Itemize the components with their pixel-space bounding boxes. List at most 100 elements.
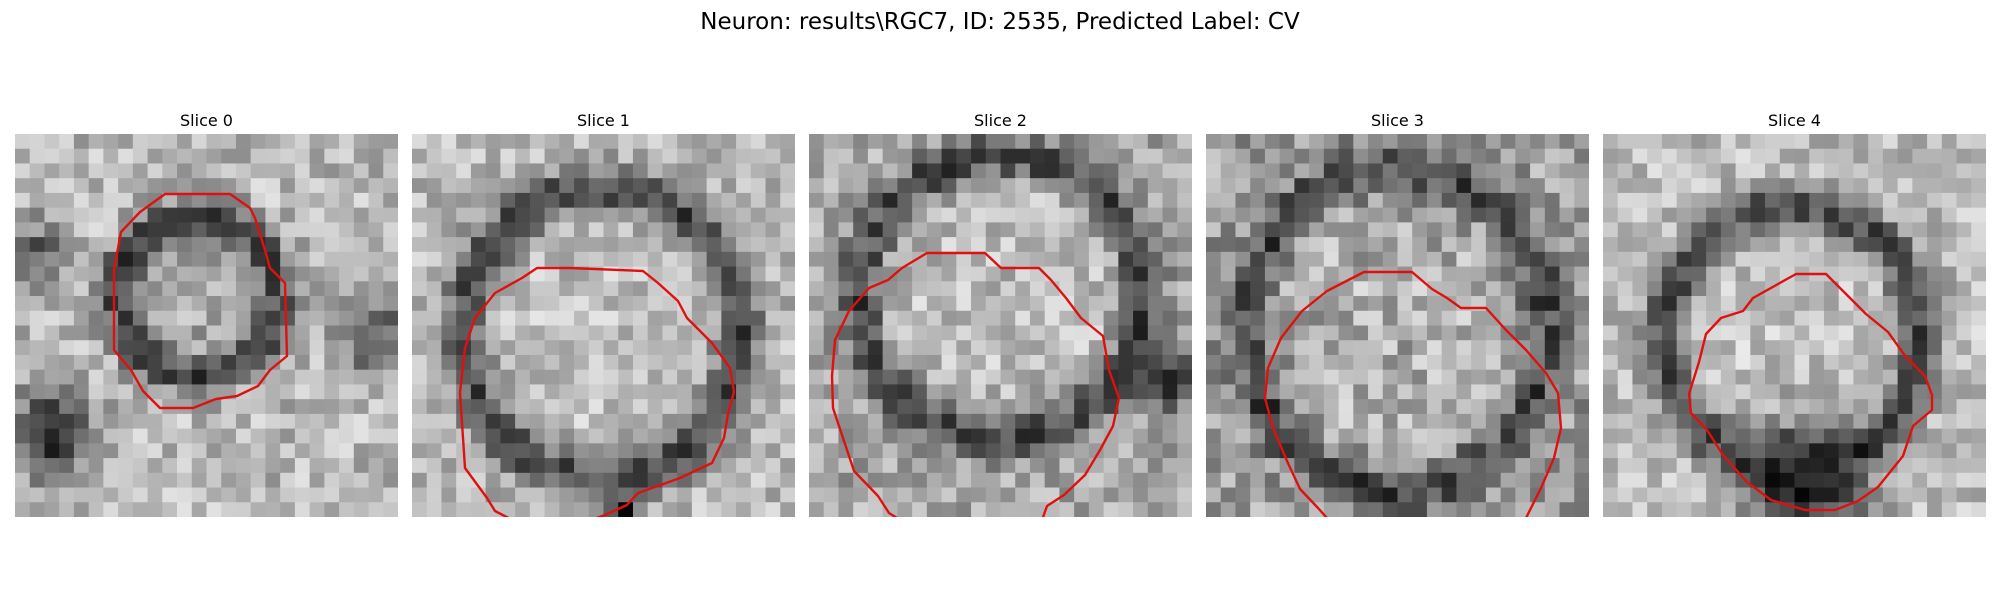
image-pixel xyxy=(941,340,957,356)
image-pixel xyxy=(1412,237,1428,253)
image-pixel xyxy=(1177,237,1192,253)
image-pixel xyxy=(1088,178,1105,194)
image-pixel xyxy=(294,148,311,164)
image-pixel xyxy=(882,296,898,312)
image-pixel xyxy=(353,384,369,400)
image-pixel xyxy=(1015,134,1031,150)
image-pixel xyxy=(1044,472,1060,488)
image-pixel xyxy=(603,428,619,444)
image-pixel xyxy=(1441,222,1457,238)
image-pixel xyxy=(1574,354,1589,371)
image-pixel xyxy=(59,384,75,400)
image-pixel xyxy=(221,502,237,517)
image-pixel xyxy=(1338,369,1354,385)
image-pixel xyxy=(706,399,722,415)
image-pixel xyxy=(809,148,825,164)
image-pixel xyxy=(1426,237,1443,253)
image-pixel xyxy=(132,413,148,430)
image-pixel xyxy=(588,178,604,194)
image-pixel xyxy=(662,428,678,444)
image-pixel xyxy=(206,369,222,385)
image-pixel xyxy=(44,428,60,444)
image-pixel xyxy=(29,354,45,371)
image-pixel xyxy=(618,354,634,371)
image-pixel xyxy=(368,178,384,194)
image-pixel xyxy=(1720,369,1736,385)
image-pixel xyxy=(250,413,266,430)
image-pixel xyxy=(1235,487,1251,503)
image-pixel xyxy=(618,487,634,503)
image-pixel xyxy=(632,310,649,326)
image-pixel xyxy=(147,134,163,150)
image-pixel xyxy=(1412,134,1428,150)
image-pixel xyxy=(1235,428,1251,444)
image-pixel xyxy=(706,502,722,517)
image-pixel xyxy=(1323,340,1339,356)
cell-contour-0 xyxy=(112,192,289,410)
image-pixel xyxy=(235,310,252,326)
image-pixel xyxy=(912,502,928,517)
image-pixel xyxy=(118,192,134,209)
image-pixel xyxy=(750,354,766,371)
image-pixel xyxy=(1765,310,1781,326)
image-pixel xyxy=(1235,266,1251,282)
image-pixel xyxy=(1927,310,1943,326)
image-pixel xyxy=(941,428,957,444)
image-pixel xyxy=(1133,148,1149,164)
image-pixel xyxy=(765,354,781,371)
image-pixel xyxy=(1632,222,1648,238)
image-pixel xyxy=(353,428,369,444)
image-pixel xyxy=(1015,502,1031,517)
image-pixel xyxy=(971,428,987,444)
image-pixel xyxy=(618,472,634,488)
image-pixel xyxy=(1544,428,1560,444)
image-pixel xyxy=(294,207,311,223)
image-pixel xyxy=(1471,472,1487,488)
image-pixel xyxy=(529,222,545,238)
image-pixel xyxy=(162,472,178,488)
image-pixel xyxy=(353,458,369,474)
image-pixel xyxy=(456,369,472,385)
image-pixel xyxy=(235,222,252,238)
image-pixel xyxy=(368,237,384,253)
image-pixel xyxy=(1676,134,1692,150)
image-pixel xyxy=(941,354,957,371)
image-pixel xyxy=(1177,384,1192,400)
image-pixel xyxy=(368,487,384,503)
image-pixel xyxy=(662,134,678,150)
image-pixel xyxy=(1868,178,1884,194)
image-pixel xyxy=(1676,178,1692,194)
image-pixel xyxy=(647,134,663,150)
image-pixel xyxy=(339,148,355,164)
image-pixel xyxy=(1544,487,1560,503)
image-pixel xyxy=(235,281,252,297)
image-pixel xyxy=(1397,487,1413,503)
image-pixel xyxy=(1471,384,1487,400)
image-pixel xyxy=(1382,413,1398,430)
image-pixel xyxy=(1765,472,1781,488)
image-pixel xyxy=(1530,428,1546,444)
image-pixel xyxy=(162,369,178,385)
image-pixel xyxy=(1530,340,1546,356)
image-pixel xyxy=(1765,399,1781,415)
image-pixel xyxy=(853,296,869,312)
image-pixel xyxy=(1382,458,1398,474)
image-pixel xyxy=(324,266,340,282)
image-pixel xyxy=(1471,266,1487,282)
image-pixel xyxy=(1220,413,1236,430)
image-pixel xyxy=(1544,369,1560,385)
image-pixel xyxy=(1809,281,1825,297)
image-pixel xyxy=(118,281,134,297)
image-pixel xyxy=(1177,487,1192,503)
image-pixel xyxy=(500,325,516,341)
image-pixel xyxy=(470,207,487,223)
image-pixel xyxy=(353,354,369,371)
image-pixel xyxy=(1412,487,1428,503)
image-pixel xyxy=(1368,207,1384,223)
image-pixel xyxy=(971,134,987,150)
image-pixel xyxy=(1279,325,1295,341)
image-pixel xyxy=(1250,399,1266,415)
image-pixel xyxy=(1250,148,1266,164)
image-pixel xyxy=(809,458,825,474)
image-pixel xyxy=(118,384,134,400)
